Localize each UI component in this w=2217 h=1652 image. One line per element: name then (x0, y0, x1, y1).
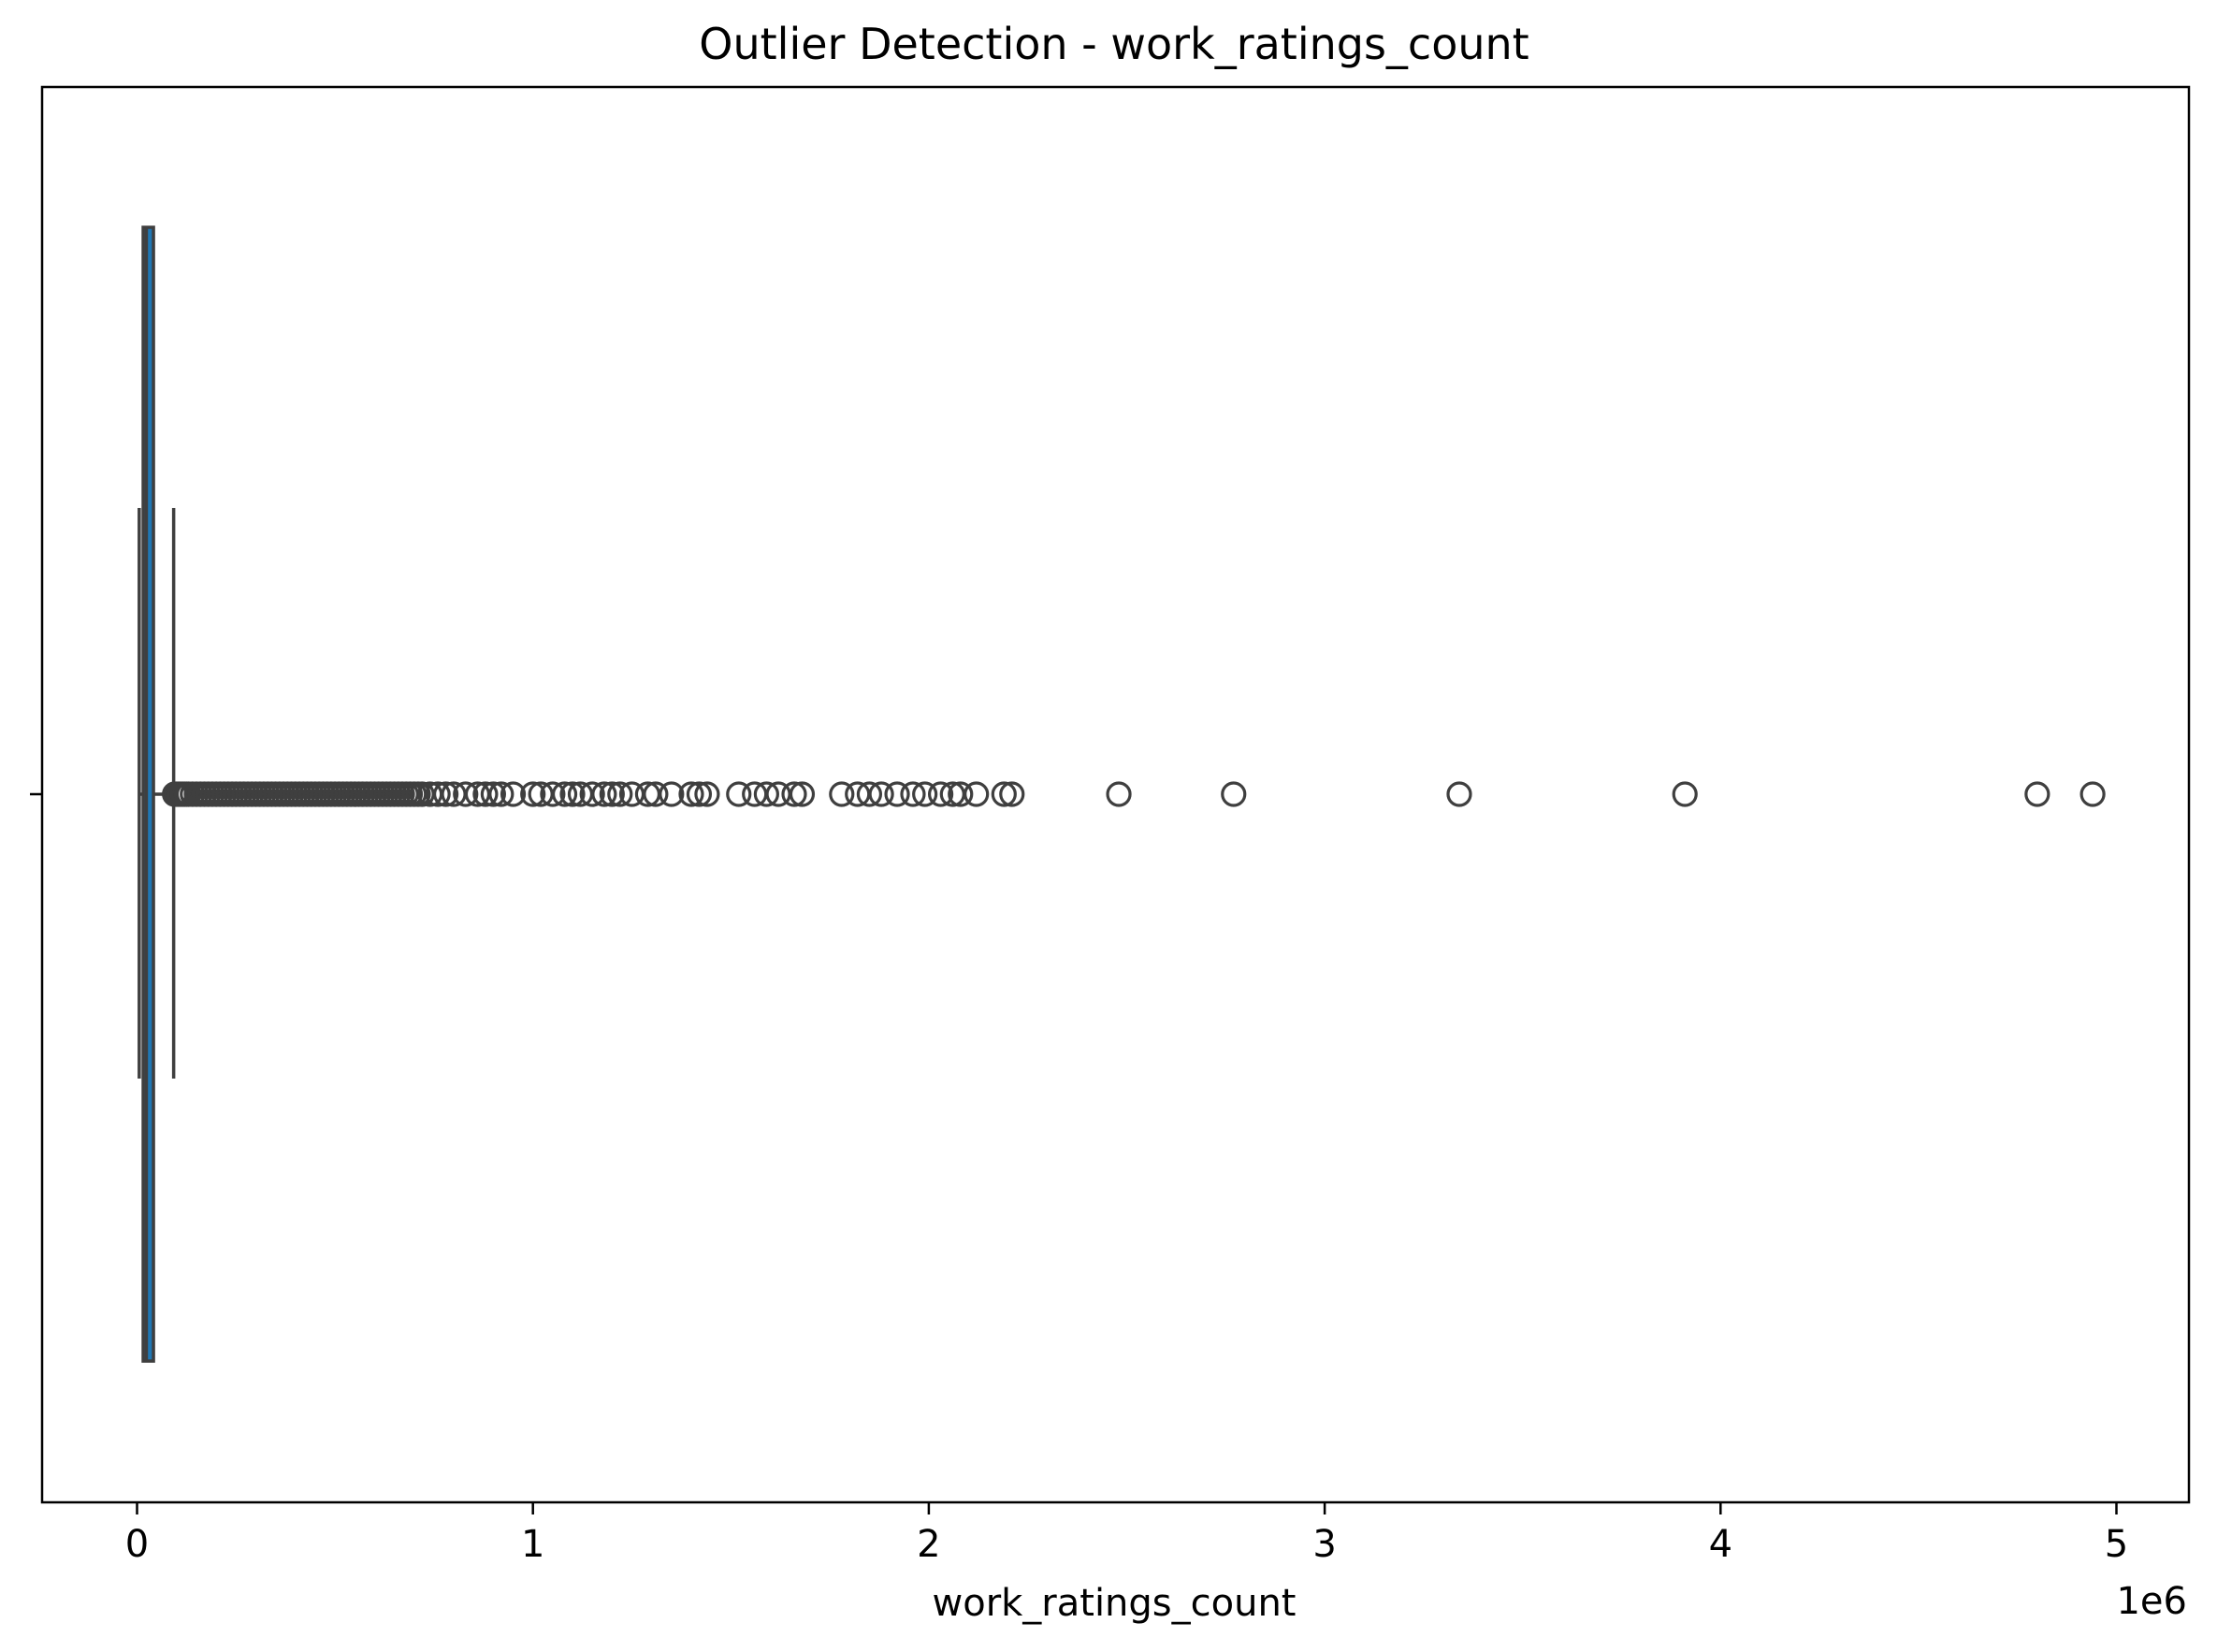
outlier-point-102 (856, 781, 883, 807)
outlier-point-116 (1672, 781, 1698, 807)
outlier-point-104 (884, 781, 910, 807)
x-tick-label-2: 2 (917, 1523, 940, 1566)
outlier-point-83 (579, 781, 605, 807)
chart-title: Outlier Detection - work_ratings_count (699, 19, 1529, 69)
plot-content (138, 225, 2106, 1363)
outlier-point-91 (678, 781, 704, 807)
outlier-point-69 (432, 781, 459, 807)
outlier-point-113 (1106, 781, 1132, 807)
outlier-point-75 (488, 781, 514, 807)
outlier-point-90 (659, 781, 685, 807)
outlier-point-84 (591, 781, 617, 807)
outlier-point-89 (643, 781, 669, 807)
outlier-point-92 (686, 781, 713, 807)
outlier-point-93 (694, 781, 720, 807)
outlier-point-77 (520, 781, 546, 807)
plot-area-frame (40, 85, 2191, 1504)
x-tick-label-1: 1 (521, 1523, 544, 1566)
outlier-point-105 (900, 781, 926, 807)
x-tick-label-3: 3 (1312, 1523, 1336, 1566)
x-tick-label-0: 0 (125, 1523, 149, 1566)
outlier-point-112 (999, 781, 1025, 807)
outlier-point-96 (753, 781, 779, 807)
outlier-point-114 (1221, 781, 1247, 807)
outlier-point-111 (991, 781, 1017, 807)
outlier-point-98 (781, 781, 807, 807)
outlier-point-68 (425, 781, 451, 807)
outlier-point-85 (599, 781, 625, 807)
x-axis-label: work_ratings_count (933, 1582, 1297, 1625)
outlier-point-107 (927, 781, 954, 807)
outlier-point-103 (868, 781, 894, 807)
outlier-point-94 (726, 781, 752, 807)
outlier-point-86 (607, 781, 633, 807)
outlier-point-109 (948, 781, 974, 807)
x-tick-label-5: 5 (2105, 1523, 2128, 1566)
outlier-point-118 (2079, 781, 2106, 807)
outlier-point-115 (1446, 781, 1472, 807)
outlier-point-76 (500, 781, 527, 807)
outlier-point-74 (480, 781, 506, 807)
outlier-point-80 (551, 781, 578, 807)
outlier-point-106 (912, 781, 938, 807)
iqr-box (141, 225, 155, 1363)
outlier-point-73 (472, 781, 499, 807)
x-tick-label-4: 4 (1709, 1523, 1732, 1566)
outlier-point-71 (453, 781, 479, 807)
x-axis-ticks: 0 1 2 3 4 5 (125, 1502, 2128, 1566)
outlier-point-117 (2024, 781, 2050, 807)
outlier-point-81 (559, 781, 586, 807)
outlier-point-79 (540, 781, 566, 807)
outlier-point-110 (964, 781, 990, 807)
outlier-point-99 (789, 781, 816, 807)
outlier-point-100 (829, 781, 855, 807)
x-axis-offset-label: 1e6 (2116, 1580, 2187, 1623)
